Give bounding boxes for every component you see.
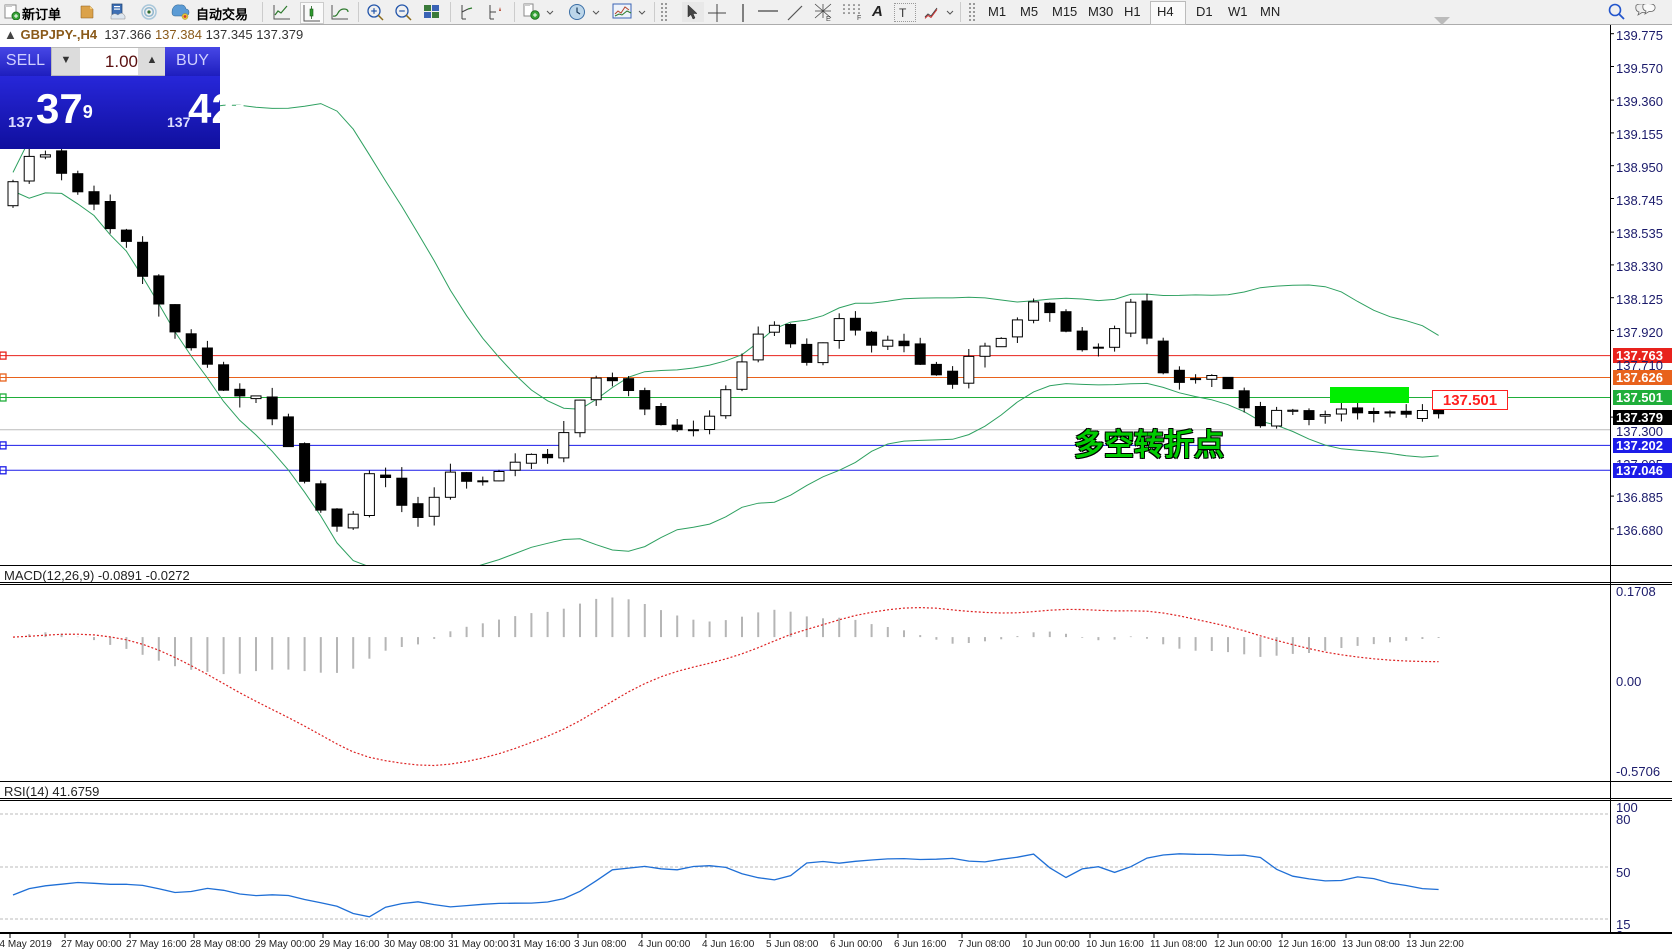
- svg-text:E: E: [826, 16, 831, 22]
- svg-text:F: F: [857, 15, 861, 21]
- svg-text:T: T: [899, 6, 907, 20]
